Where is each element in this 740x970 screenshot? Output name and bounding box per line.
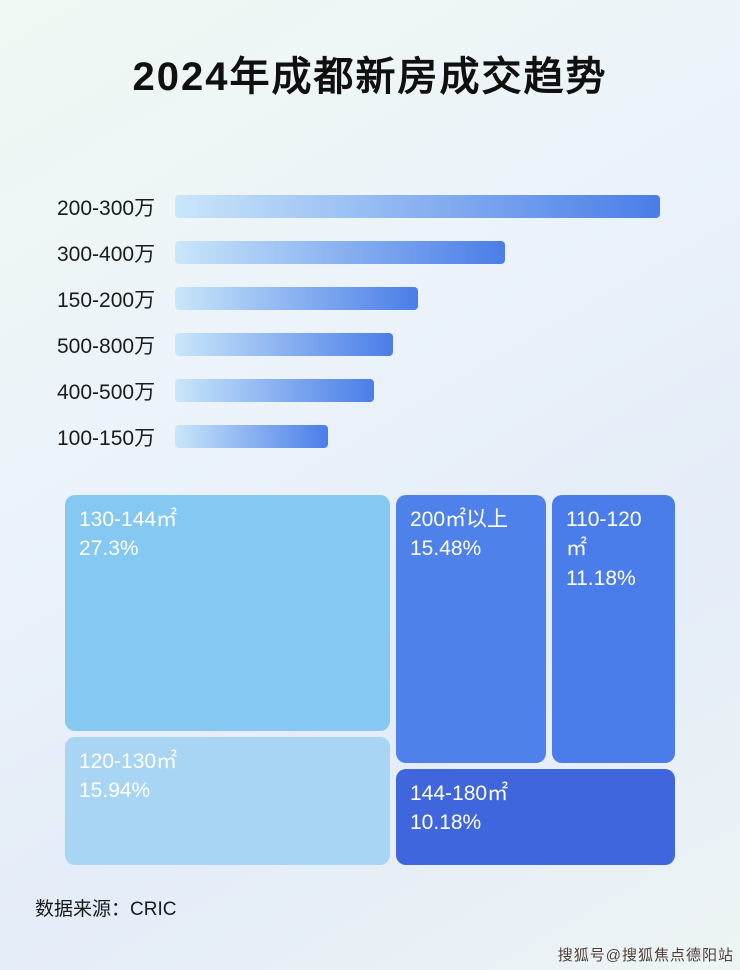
bar-label: 300-400万 [57, 242, 156, 266]
bar [175, 287, 418, 310]
bar-track [175, 425, 660, 448]
treemap-block-label: 120-130㎡ [79, 750, 178, 773]
area-segment-treemap: 130-144㎡ 27.3% 200㎡以上 15.48% 110-120㎡ 11… [65, 495, 675, 865]
bar [175, 195, 660, 218]
bar-track [175, 379, 660, 402]
bar-label: 150-200万 [57, 288, 156, 312]
price-band-bar-chart: 200-300万 300-400万 150-200万 500-800万 400-… [0, 195, 740, 450]
bar-track [175, 241, 660, 264]
treemap-block-label: 200㎡以上 [410, 508, 509, 531]
bar-label: 200-300万 [57, 196, 156, 220]
bar-row: 200-300万 [57, 195, 660, 220]
treemap-block-value: 27.3% [79, 537, 139, 561]
bar-track [175, 195, 660, 218]
bar-row: 400-500万 [57, 379, 660, 404]
page-title: 2024年成都新房成交趋势 [132, 55, 608, 99]
bar-row: 150-200万 [57, 287, 660, 312]
treemap-block-144-180: 144-180㎡ 10.18% [396, 769, 675, 865]
bar [175, 241, 505, 264]
treemap-block-120-130: 120-130㎡ 15.94% [65, 737, 390, 865]
bar [175, 379, 374, 402]
treemap-block-200-plus: 200㎡以上 15.48% [396, 495, 546, 763]
treemap-block-value: 10.18% [410, 811, 482, 835]
treemap-block-value: 15.94% [79, 779, 151, 803]
bar-label: 400-500万 [57, 380, 156, 404]
bar-label: 500-800万 [57, 334, 156, 358]
treemap-block-label: 130-144㎡ [79, 508, 178, 531]
bar-row: 100-150万 [57, 425, 660, 450]
watermark: 搜狐号@搜狐焦点德阳站 [557, 947, 734, 964]
treemap-block-110-120: 110-120㎡ 11.18% [552, 495, 675, 763]
bar-track [175, 287, 660, 310]
bar [175, 333, 394, 356]
bar-row: 500-800万 [57, 333, 660, 358]
treemap-block-label: 144-180㎡ [410, 782, 509, 805]
treemap-block-value: 11.18% [566, 566, 636, 590]
data-source-label: 数据来源：CRIC [35, 899, 177, 920]
bar-track [175, 333, 660, 356]
bar-label: 100-150万 [57, 426, 156, 450]
bar [175, 425, 328, 448]
treemap-block-label: 110-120㎡ [566, 508, 642, 561]
treemap-block-130-144: 130-144㎡ 27.3% [65, 495, 390, 731]
bar-row: 300-400万 [57, 241, 660, 266]
treemap-block-value: 15.48% [410, 537, 482, 561]
